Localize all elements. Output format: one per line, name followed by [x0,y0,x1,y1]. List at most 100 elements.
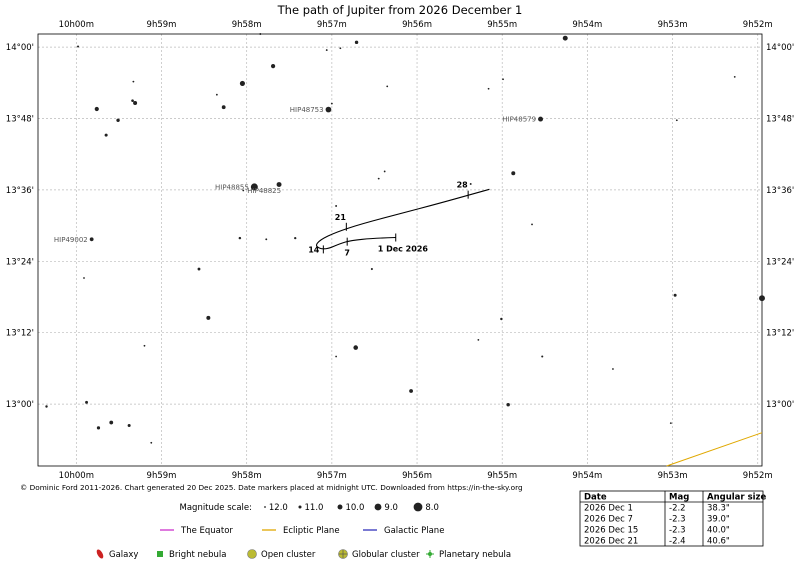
star-point [238,236,242,240]
table-cell: -2.4 [669,537,686,547]
star-point [562,35,568,41]
star-point [131,99,134,102]
magnitude-scale-label: 10.0 [345,503,364,513]
legend-objects: Galaxy Bright nebula Open cluster Globular … [96,549,511,560]
star-point [339,47,342,50]
star-label: HIP48579 [502,116,536,124]
magnitude-scale-title: Magnitude scale: [180,503,253,513]
star-point [383,170,386,173]
date-marker-label: 14 [308,245,320,254]
magnitude-scale-label: 8.0 [425,503,439,513]
legend-object-label: Open cluster [261,550,316,560]
ra-tick-label-top: 9h55m [487,20,517,30]
ra-tick-label-top: 9h54m [572,20,602,30]
dec-tick-label-left: 13°48' [6,114,34,124]
ra-tick-label-bottom: 9h54m [572,471,602,481]
star-point [386,85,389,88]
magnitude-scale-label: 9.0 [384,503,398,513]
table-cell: -2.3 [669,526,686,536]
star-point [669,422,672,425]
plot-frame [37,33,763,467]
open-cluster-icon [247,549,257,559]
star-point [89,237,94,242]
star-point [45,405,48,408]
magnitude-scale-dot [298,505,302,509]
dec-tick-label-right: 13°12' [766,329,794,339]
magnitude-scale-dot [337,504,343,510]
legend-object-label: Bright nebula [169,550,226,560]
path-layer: 1 Dec 2026 7 14 21 28 [308,181,490,258]
magnitude-scale-dot [413,502,423,512]
table-cell: 40.0" [707,526,730,536]
star-point [538,116,544,122]
star-point [541,355,544,358]
dec-tick-label-right: 13°24' [766,257,794,267]
ra-tick-label-top: 9h59m [147,20,177,30]
star-point [377,177,380,180]
star-point [259,33,262,35]
dec-tick-label-left: 14°00' [6,43,34,53]
star-point [335,355,338,358]
ra-tick-label-bottom: 10h00m [59,471,94,481]
table-cell: -2.3 [669,515,686,525]
star-point [221,105,226,110]
star-point [612,368,614,370]
star-point [76,45,80,48]
star-point [354,40,359,45]
ra-tick-label-bottom: 9h59m [147,471,177,481]
grid-layer [38,34,762,466]
dec-tick-label-right: 13°00' [766,400,794,410]
dec-tick-label-right: 13°36' [766,186,794,196]
legend-line-label: Ecliptic Plane [283,526,340,536]
star-point [239,80,245,86]
dec-tick-label-left: 13°36' [6,186,34,196]
star-point [469,183,472,185]
star-point [132,80,135,83]
star-point [370,267,373,271]
star-point [96,426,101,430]
star-point [500,317,503,321]
table-cell: 40.6" [707,537,730,547]
ra-tick-label-top: 9h57m [317,20,347,30]
credit-text: © Dominic Ford 2011-2026. Chart generate… [20,483,523,492]
star-point [215,93,218,96]
dec-tick-label-right: 13°48' [766,114,794,124]
magnitude-scale-dot [264,506,266,508]
star-label: HIP48855 [215,183,249,191]
ra-tick-label-top: 9h52m [743,20,773,30]
table-header-cell: Angular size [707,493,766,503]
ra-tick-label-top: 9h58m [232,20,262,30]
table-cell: 2026 Dec 7 [584,515,633,525]
legend-line-label: Galactic Plane [384,526,444,536]
ecliptic-line [666,432,763,467]
magnitude-scale-label: 11.0 [305,503,324,513]
star-label: HIP48825 [247,187,281,195]
magnitude-scale-dot [374,503,382,511]
table-header-cell: Date [584,493,607,503]
star-point [85,400,88,404]
star-point [330,102,333,105]
star-point [409,389,413,393]
star-point [104,133,108,137]
star-point [150,441,153,444]
table-cell: -2.2 [669,504,686,514]
table-frame [579,490,764,547]
legend-object-label: Globular cluster [352,550,420,560]
star-point [109,420,114,425]
data-table: Date Mag Angular size 2026 Dec 1 -2.2 38.3" 20… [579,490,766,547]
table-cell: 38.3" [707,504,730,514]
star-point [511,171,516,176]
legend-object-label: Planetary nebula [439,550,511,560]
star-point [325,49,328,51]
legend-lines: The Equator Ecliptic Plane Galactic Plane [160,526,444,536]
ra-tick-label-bottom: 9h56m [402,471,432,481]
jupiter-path [315,188,490,250]
ra-tick-label-bottom: 9h53m [658,471,688,481]
galaxy-icon [96,549,104,559]
planetary-nebula-icon [426,550,434,558]
star-point [759,295,765,302]
table-cell: 2026 Dec 1 [584,504,633,514]
star-point [531,223,533,226]
star-point [477,338,480,341]
